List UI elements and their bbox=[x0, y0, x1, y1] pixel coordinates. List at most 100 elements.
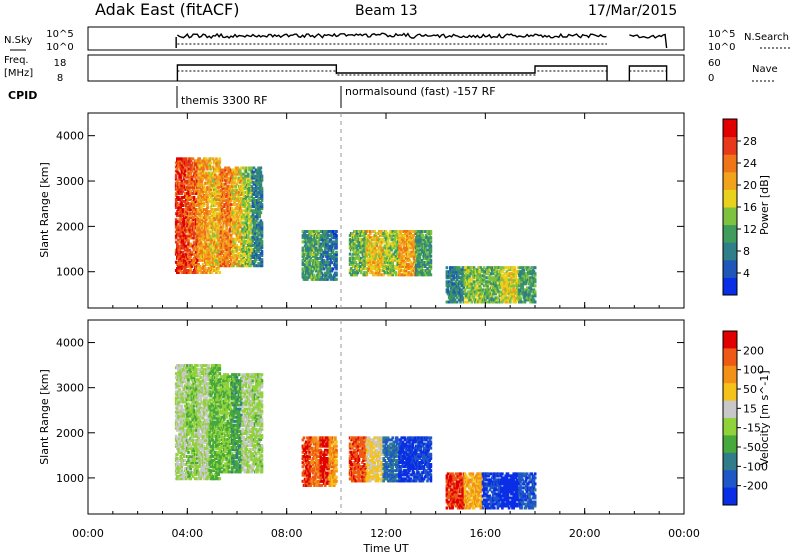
heatmap-cell bbox=[251, 213, 255, 217]
heatmap-cell bbox=[195, 189, 198, 193]
heatmap-cell bbox=[224, 178, 227, 182]
heatmap-cell bbox=[180, 202, 184, 205]
heatmap-cell bbox=[328, 263, 332, 267]
heatmap-cell bbox=[206, 228, 209, 232]
heatmap-cell bbox=[210, 218, 214, 222]
heatmap-cell bbox=[317, 240, 320, 244]
heatmap-cell bbox=[201, 210, 205, 214]
heatmap-cell bbox=[183, 175, 187, 179]
heatmap-cell bbox=[321, 252, 325, 256]
heatmap-cell bbox=[200, 167, 204, 171]
heatmap-cell bbox=[207, 260, 210, 264]
heatmap-cell bbox=[250, 241, 253, 245]
heatmap-cell bbox=[228, 249, 232, 253]
heatmap-cell bbox=[192, 179, 196, 183]
heatmap-cell bbox=[358, 260, 362, 264]
heatmap-cell bbox=[240, 243, 243, 247]
heatmap-cell bbox=[201, 200, 205, 203]
heatmap-cell bbox=[237, 190, 241, 194]
heatmap-cell bbox=[399, 242, 402, 246]
heatmap-cell bbox=[229, 239, 233, 243]
heatmap-cell bbox=[256, 217, 259, 221]
heatmap-cell bbox=[233, 201, 236, 205]
heatmap-cell bbox=[223, 197, 226, 200]
heatmap-cell bbox=[406, 248, 409, 252]
heatmap-cell bbox=[207, 258, 210, 262]
heatmap-cell bbox=[208, 159, 211, 163]
heatmap-cell bbox=[327, 254, 330, 258]
heatmap-cell bbox=[388, 236, 391, 240]
heatmap-cell bbox=[212, 171, 216, 175]
heatmap-cell bbox=[190, 220, 194, 224]
heatmap-cell bbox=[420, 232, 424, 235]
heatmap-cell bbox=[253, 241, 257, 245]
heatmap-cell bbox=[211, 248, 215, 252]
heatmap-cell bbox=[239, 180, 242, 184]
heatmap-cell bbox=[180, 191, 184, 195]
velocity-heatmap bbox=[174, 364, 537, 510]
heatmap-cell bbox=[363, 258, 366, 262]
heatmap-cell bbox=[245, 180, 249, 184]
heatmap-cell bbox=[398, 250, 401, 254]
heatmap-cell bbox=[217, 238, 220, 242]
heatmap-cell bbox=[226, 241, 230, 245]
heatmap-cell bbox=[351, 234, 354, 238]
heatmap-cell bbox=[192, 242, 196, 246]
heatmap-cell bbox=[259, 172, 263, 176]
heatmap-cell bbox=[190, 163, 194, 167]
heatmap-cell bbox=[382, 246, 385, 250]
heatmap-cell bbox=[392, 252, 396, 256]
heatmap-cell bbox=[193, 202, 197, 205]
heatmap-cell bbox=[258, 168, 261, 172]
heatmap-cell bbox=[258, 215, 261, 219]
heatmap-cell bbox=[227, 199, 231, 202]
station-title: Adak East (fitACF) bbox=[95, 0, 239, 19]
heatmap-cell bbox=[479, 286, 483, 290]
heatmap-cell bbox=[226, 262, 230, 266]
heatmap-cell bbox=[260, 229, 264, 233]
heatmap-cell bbox=[204, 236, 207, 240]
heatmap-cell bbox=[202, 208, 206, 212]
heatmap-cell bbox=[176, 169, 179, 173]
heatmap-cell bbox=[355, 273, 359, 277]
heatmap-cell bbox=[318, 238, 321, 242]
heatmap-cell bbox=[410, 254, 414, 258]
heatmap-cell bbox=[212, 264, 216, 268]
heatmap-cell bbox=[320, 248, 324, 252]
heatmap-cell bbox=[214, 256, 217, 260]
heatmap-cell bbox=[200, 183, 204, 187]
heatmap-cell bbox=[188, 236, 191, 240]
heatmap-cell bbox=[197, 230, 200, 234]
heatmap-cell bbox=[384, 230, 388, 233]
heatmap-cell bbox=[413, 248, 417, 252]
heatmap-cell bbox=[237, 205, 241, 209]
heatmap-cell bbox=[233, 195, 236, 198]
heatmap-cell bbox=[315, 275, 318, 279]
heatmap-cell bbox=[403, 240, 407, 244]
heatmap-cell bbox=[240, 239, 243, 243]
heatmap-cell bbox=[253, 260, 257, 264]
heatmap-cell bbox=[183, 271, 187, 274]
heatmap-cell bbox=[198, 163, 201, 167]
heatmap-cell bbox=[308, 248, 311, 252]
heatmap-cell bbox=[424, 262, 427, 266]
heatmap-cell bbox=[217, 266, 220, 270]
heatmap-cell bbox=[363, 265, 366, 268]
heatmap-cell bbox=[180, 238, 184, 242]
heatmap-cell bbox=[241, 205, 244, 209]
heatmap-cell bbox=[188, 185, 191, 189]
heatmap-cell bbox=[200, 218, 204, 222]
heatmap-cell bbox=[373, 230, 376, 233]
heatmap-cell bbox=[420, 230, 424, 233]
heatmap-cell bbox=[180, 266, 184, 270]
heatmap-cell bbox=[255, 258, 258, 262]
heatmap-cell bbox=[260, 223, 264, 227]
heatmap-cell bbox=[176, 242, 179, 246]
heatmap-cell bbox=[192, 226, 196, 230]
heatmap-cell bbox=[250, 166, 253, 170]
heatmap-cell bbox=[176, 457, 179, 460]
heatmap-cell bbox=[223, 213, 226, 217]
heatmap-cell bbox=[189, 173, 192, 177]
heatmap-cell bbox=[180, 232, 184, 236]
heatmap-cell bbox=[219, 203, 223, 207]
